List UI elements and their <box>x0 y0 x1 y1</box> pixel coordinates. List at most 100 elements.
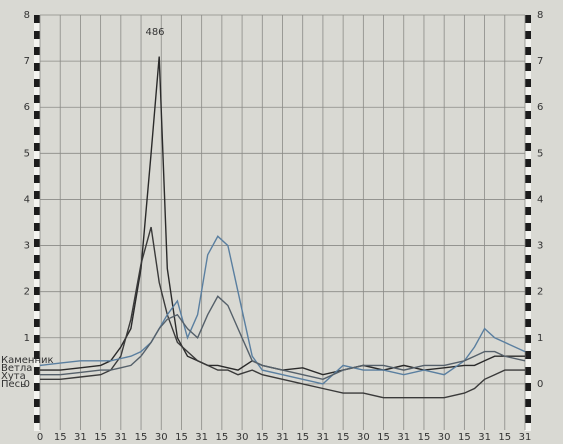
x-tick-label: 31 <box>478 432 491 443</box>
border-check <box>34 279 40 287</box>
border-check <box>34 71 40 79</box>
x-tick-label: 31 <box>397 432 410 443</box>
border-check <box>525 351 531 359</box>
border-check <box>34 199 40 207</box>
border-check <box>34 135 40 143</box>
border-check <box>525 79 531 87</box>
border-check <box>525 119 531 127</box>
border-check <box>525 207 531 215</box>
border-check <box>34 151 40 159</box>
border-check <box>525 23 531 31</box>
border-check <box>34 407 40 415</box>
border-check <box>525 407 531 415</box>
annotation: 486 <box>145 27 164 38</box>
y-tick-label: 5 <box>24 148 30 159</box>
border-check <box>34 255 40 263</box>
border-check <box>34 47 40 55</box>
border-check <box>34 127 40 135</box>
y-tick-label-right: 7 <box>537 56 543 67</box>
border-check <box>34 327 40 335</box>
border-check <box>525 151 531 159</box>
x-tick-label: 15 <box>418 432 431 443</box>
x-tick-label: 31 <box>276 432 289 443</box>
border-check <box>525 223 531 231</box>
x-tick-label: 31 <box>317 432 330 443</box>
x-tick-label: 30 <box>236 432 249 443</box>
border-check <box>525 319 531 327</box>
border-check <box>34 63 40 71</box>
border-check <box>34 143 40 151</box>
legend-label: Каменник <box>1 355 54 366</box>
border-check <box>34 247 40 255</box>
border-check <box>34 103 40 111</box>
border-check <box>34 303 40 311</box>
x-tick-label: 15 <box>256 432 269 443</box>
x-tick-label: 30 <box>357 432 370 443</box>
border-check <box>525 103 531 111</box>
y-tick-label: 6 <box>24 102 30 113</box>
border-check <box>34 263 40 271</box>
border-check <box>34 159 40 167</box>
border-check <box>34 351 40 359</box>
border-check <box>525 175 531 183</box>
border-check <box>34 215 40 223</box>
x-tick-label: 15 <box>377 432 390 443</box>
border-check <box>34 375 40 383</box>
border-check <box>525 143 531 151</box>
series-line <box>40 226 525 399</box>
x-tick-label: 31 <box>195 432 208 443</box>
x-tick-label: 15 <box>337 432 350 443</box>
border-check <box>525 231 531 239</box>
x-tick-label: 15 <box>498 432 511 443</box>
border-check <box>525 87 531 95</box>
y-tick-label: 8 <box>24 10 30 21</box>
x-tick-label: 31 <box>114 432 127 443</box>
border-check <box>34 39 40 47</box>
border-check <box>34 87 40 95</box>
border-check <box>525 55 531 63</box>
border-check <box>525 111 531 119</box>
border-check <box>34 191 40 199</box>
border-check <box>525 311 531 319</box>
border-check <box>525 191 531 199</box>
border-check <box>525 39 531 47</box>
border-check <box>34 207 40 215</box>
border-check <box>525 295 531 303</box>
y-tick-label-right: 5 <box>537 148 543 159</box>
y-tick-label: 3 <box>24 241 30 252</box>
border-check <box>525 271 531 279</box>
series-line <box>39 235 526 385</box>
x-tick-label: 15 <box>296 432 309 443</box>
border-check <box>525 183 531 191</box>
border-check <box>34 287 40 295</box>
y-tick-label: 7 <box>24 56 30 67</box>
border-check <box>525 415 531 423</box>
border-check <box>34 391 40 399</box>
border-check <box>525 15 531 23</box>
y-tick-label: 4 <box>24 194 30 205</box>
border-check <box>525 127 531 135</box>
border-check <box>525 343 531 351</box>
border-check <box>525 63 531 71</box>
x-tick-label: 15 <box>54 432 67 443</box>
border-check <box>34 415 40 423</box>
y-tick-label-right: 2 <box>537 287 543 298</box>
border-check <box>525 375 531 383</box>
legend-label: Хута <box>1 371 26 382</box>
border-check <box>34 383 40 391</box>
series-line <box>40 295 526 381</box>
border-check <box>34 15 40 23</box>
border-check <box>34 311 40 319</box>
border-check <box>34 119 40 127</box>
y-tick-label: 2 <box>24 287 30 298</box>
series-line <box>40 56 525 376</box>
legend-label: Ветла <box>1 363 32 374</box>
border-check <box>34 31 40 39</box>
x-tick-label: 15 <box>216 432 229 443</box>
y-tick-label-right: 4 <box>537 194 543 205</box>
border-check <box>525 279 531 287</box>
y-tick-label-right: 8 <box>537 10 543 21</box>
border-check <box>525 135 531 143</box>
border-check <box>34 183 40 191</box>
border-check <box>525 303 531 311</box>
